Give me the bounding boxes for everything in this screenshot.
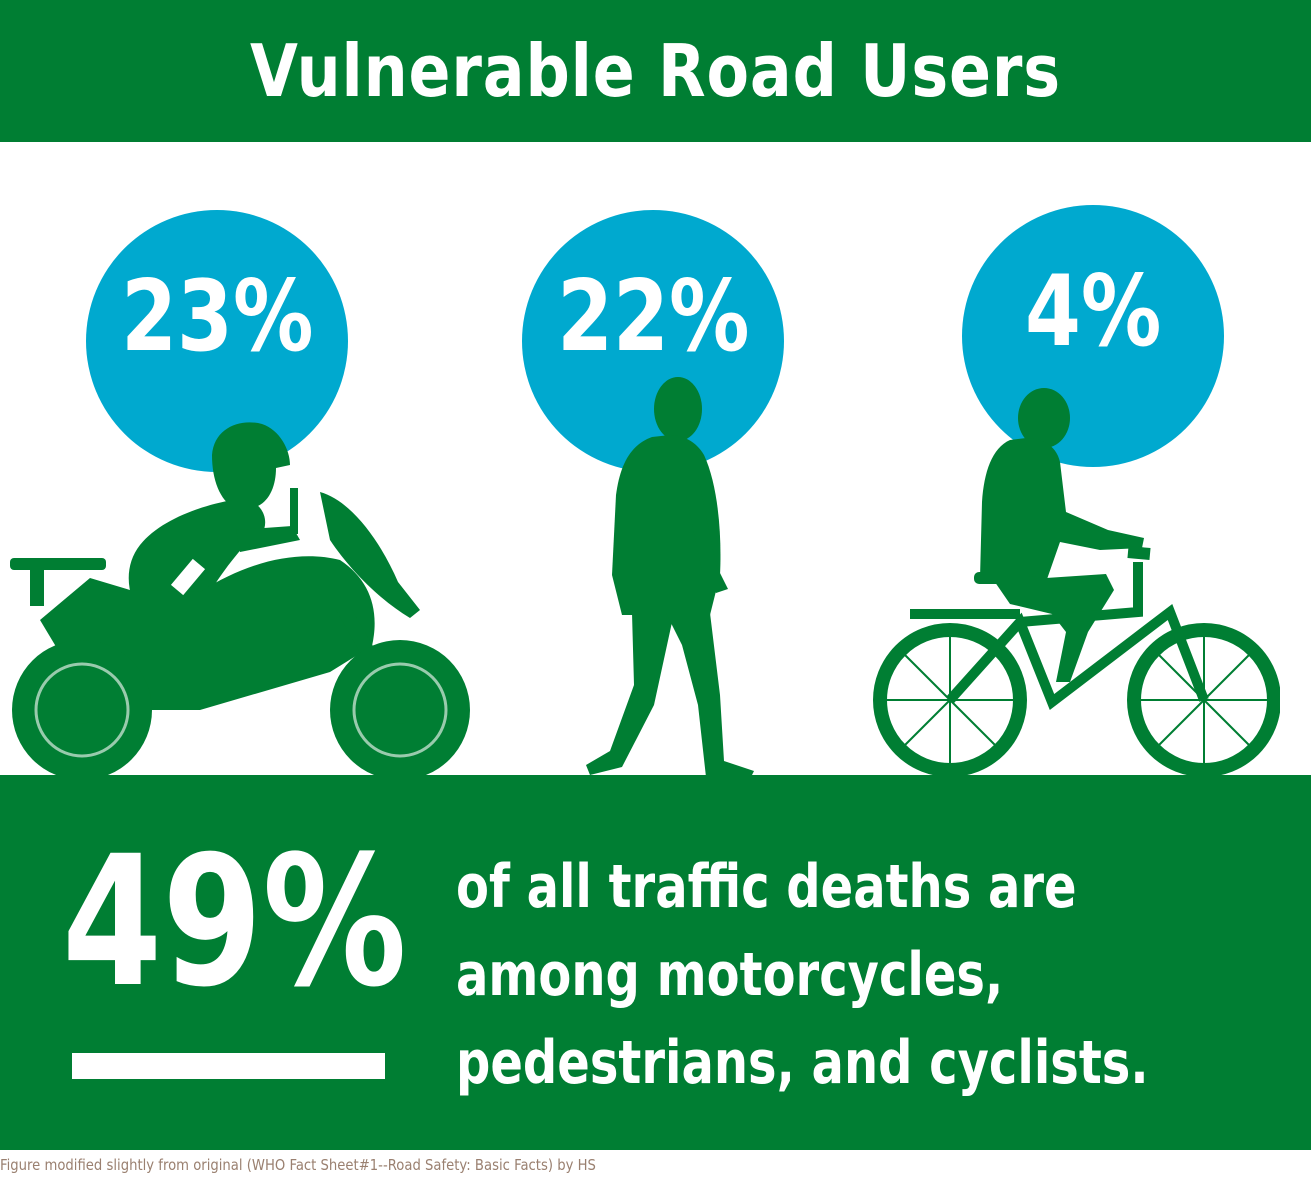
stat-value-pedestrians: 22% — [556, 260, 750, 374]
stat-circle-motorcycles: 23% — [86, 210, 348, 472]
stat-circle-pedestrians: 22% — [522, 210, 784, 472]
summary-line-3: pedestrians, and cyclists. — [456, 1028, 1149, 1098]
summary-value: 49% — [62, 818, 407, 1027]
summary-banner: 49% of all traffic deaths are among moto… — [0, 775, 1311, 1150]
stat-value-motorcycles: 23% — [120, 260, 314, 374]
pedestrian-icon — [586, 377, 754, 779]
page-title: Vulnerable Road Users — [249, 29, 1061, 113]
cyclist-icon — [873, 388, 1280, 777]
summary-underline — [72, 1053, 385, 1079]
summary-line-1: of all traffic deaths are — [456, 852, 1077, 922]
stat-value-cyclists: 4% — [1024, 255, 1162, 369]
source-caption: Figure modified slightly from original (… — [0, 1156, 596, 1174]
summary-text: of all traffic deaths are among motorcyc… — [456, 843, 1176, 1107]
stat-circle-cyclists: 4% — [962, 205, 1224, 467]
summary-line-2: among motorcycles, — [456, 940, 1004, 1010]
motorcyclist-icon — [10, 422, 470, 780]
title-banner: Vulnerable Road Users — [0, 0, 1311, 142]
